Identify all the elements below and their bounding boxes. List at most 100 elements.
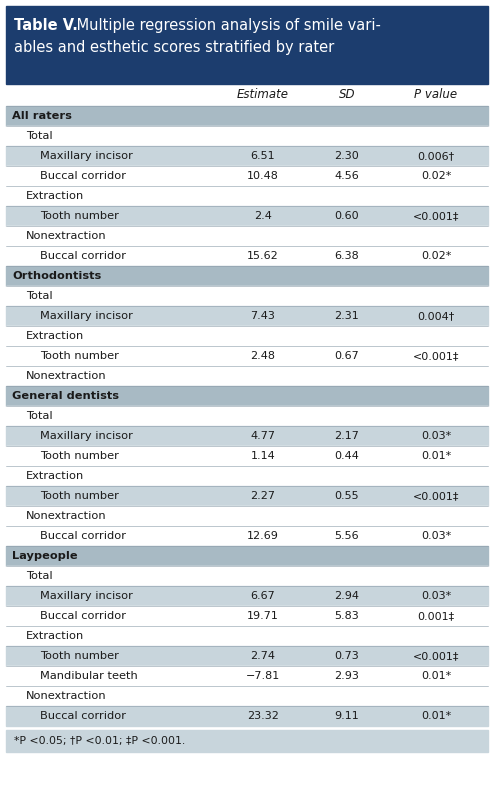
Text: 0.004†: 0.004† <box>417 311 454 321</box>
Bar <box>6 426 488 446</box>
Text: Tooth number: Tooth number <box>40 451 119 461</box>
Bar <box>6 606 488 626</box>
Bar <box>6 266 488 286</box>
Bar <box>6 246 488 266</box>
Text: ables and esthetic scores stratified by rater: ables and esthetic scores stratified by … <box>14 40 334 55</box>
Text: Extraction: Extraction <box>26 631 84 641</box>
Bar <box>6 406 488 426</box>
Bar <box>6 146 488 166</box>
Bar <box>6 546 488 566</box>
Text: 0.03*: 0.03* <box>421 591 451 601</box>
Text: *P <0.05; †P <0.01; ‡P <0.001.: *P <0.05; †P <0.01; ‡P <0.001. <box>14 736 185 746</box>
Text: All raters: All raters <box>12 111 72 121</box>
Text: Extraction: Extraction <box>26 331 84 341</box>
Bar <box>6 6 488 84</box>
Bar <box>6 626 488 646</box>
Text: 2.17: 2.17 <box>334 431 360 441</box>
Bar <box>6 386 488 406</box>
Bar <box>6 186 488 206</box>
Bar <box>6 286 488 306</box>
Bar <box>6 706 488 726</box>
Text: <0.001‡: <0.001‡ <box>413 351 459 361</box>
Bar <box>6 166 488 186</box>
Bar <box>6 506 488 526</box>
Text: 0.01*: 0.01* <box>421 671 451 681</box>
Bar <box>6 586 488 606</box>
Text: Nonextraction: Nonextraction <box>26 691 107 701</box>
Text: 4.77: 4.77 <box>250 431 276 441</box>
Text: Multiple regression analysis of smile vari-: Multiple regression analysis of smile va… <box>72 18 381 33</box>
Text: 0.44: 0.44 <box>334 451 360 461</box>
Text: Total: Total <box>26 291 53 301</box>
Text: Extraction: Extraction <box>26 191 84 201</box>
Text: 0.01*: 0.01* <box>421 711 451 721</box>
Bar <box>6 646 488 666</box>
Text: 2.4: 2.4 <box>254 211 272 221</box>
Bar <box>6 466 488 486</box>
Text: P value: P value <box>414 88 457 101</box>
Text: Nonextraction: Nonextraction <box>26 511 107 521</box>
Text: 2.48: 2.48 <box>250 351 276 361</box>
Text: Maxillary incisor: Maxillary incisor <box>40 151 133 161</box>
Bar <box>6 686 488 706</box>
Text: 0.01*: 0.01* <box>421 451 451 461</box>
Text: −7.81: −7.81 <box>246 671 280 681</box>
Bar <box>6 666 488 686</box>
Text: Buccal corridor: Buccal corridor <box>40 711 126 721</box>
Bar <box>6 306 488 326</box>
Bar <box>6 486 488 506</box>
Text: Buccal corridor: Buccal corridor <box>40 171 126 181</box>
Text: 7.43: 7.43 <box>250 311 276 321</box>
Text: 6.51: 6.51 <box>250 151 275 161</box>
Text: 0.55: 0.55 <box>335 491 359 501</box>
Text: Mandibular teeth: Mandibular teeth <box>40 671 138 681</box>
Text: 6.67: 6.67 <box>250 591 275 601</box>
Bar <box>6 566 488 586</box>
Text: Table V.: Table V. <box>14 18 78 33</box>
Text: 5.56: 5.56 <box>335 531 359 541</box>
Text: 6.38: 6.38 <box>334 251 359 261</box>
Text: Maxillary incisor: Maxillary incisor <box>40 591 133 601</box>
Text: Nonextraction: Nonextraction <box>26 231 107 241</box>
Text: Tooth number: Tooth number <box>40 211 119 221</box>
Text: Tooth number: Tooth number <box>40 491 119 501</box>
Text: Buccal corridor: Buccal corridor <box>40 531 126 541</box>
Bar <box>6 106 488 126</box>
Text: 12.69: 12.69 <box>247 531 279 541</box>
Text: SD: SD <box>339 88 355 101</box>
Text: 2.93: 2.93 <box>334 671 360 681</box>
Bar <box>6 206 488 226</box>
Text: Total: Total <box>26 571 53 581</box>
Text: Laypeople: Laypeople <box>12 551 78 561</box>
Text: Orthodontists: Orthodontists <box>12 271 101 281</box>
Bar <box>6 526 488 546</box>
Text: <0.001‡: <0.001‡ <box>413 651 459 661</box>
Text: Buccal corridor: Buccal corridor <box>40 611 126 621</box>
Text: 9.11: 9.11 <box>334 711 359 721</box>
Text: 4.56: 4.56 <box>334 171 359 181</box>
Text: 0.001‡: 0.001‡ <box>417 611 454 621</box>
Text: 0.67: 0.67 <box>334 351 359 361</box>
Text: Tooth number: Tooth number <box>40 651 119 661</box>
Text: 2.31: 2.31 <box>334 311 359 321</box>
Text: 2.30: 2.30 <box>334 151 359 161</box>
Text: 0.02*: 0.02* <box>421 251 451 261</box>
Text: Buccal corridor: Buccal corridor <box>40 251 126 261</box>
Text: 15.62: 15.62 <box>247 251 279 261</box>
Text: 2.27: 2.27 <box>250 491 276 501</box>
Text: <0.001‡: <0.001‡ <box>413 491 459 501</box>
Text: 10.48: 10.48 <box>247 171 279 181</box>
Text: 0.60: 0.60 <box>335 211 359 221</box>
Text: Maxillary incisor: Maxillary incisor <box>40 311 133 321</box>
Text: 23.32: 23.32 <box>247 711 279 721</box>
Text: Maxillary incisor: Maxillary incisor <box>40 431 133 441</box>
Text: 0.03*: 0.03* <box>421 531 451 541</box>
Bar <box>6 326 488 346</box>
Text: 0.73: 0.73 <box>334 651 359 661</box>
Text: 19.71: 19.71 <box>247 611 279 621</box>
Bar <box>6 226 488 246</box>
Text: Total: Total <box>26 411 53 421</box>
Text: Extraction: Extraction <box>26 471 84 481</box>
Text: General dentists: General dentists <box>12 391 119 401</box>
Bar <box>6 346 488 366</box>
